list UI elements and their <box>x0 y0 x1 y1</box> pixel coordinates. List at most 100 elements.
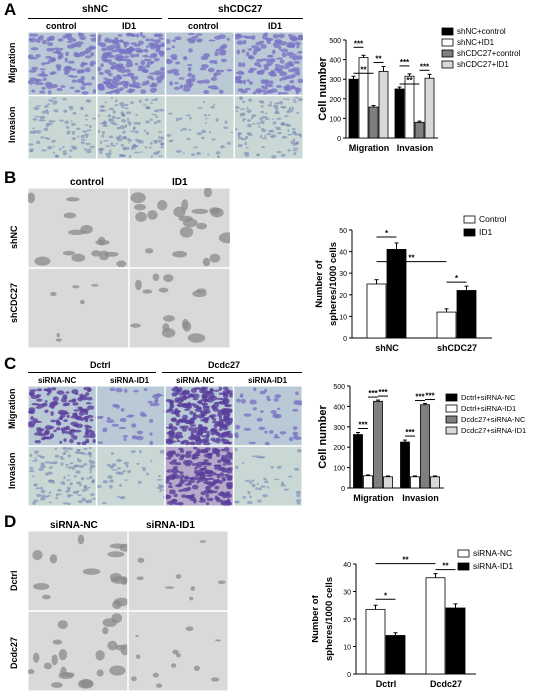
micrograph-cell <box>95 31 167 95</box>
significance-label: *** <box>358 421 368 430</box>
significance-label: ** <box>406 76 413 85</box>
significance-label: *** <box>420 62 430 71</box>
micrograph-grid-c <box>27 386 304 506</box>
micrograph-cell <box>164 32 234 95</box>
column-label: siRNA-NC <box>50 520 98 531</box>
micrograph-grid-a <box>27 31 305 159</box>
y-tick-label: 50 <box>339 228 347 235</box>
y-tick-label: 30 <box>339 271 347 278</box>
chart-a: Cell number 0 100 200 300 400 500 Migration Inva… <box>317 27 521 153</box>
y-axis-label: Number of <box>312 594 321 642</box>
legend-swatch <box>441 60 454 69</box>
x-tick-label: shCDC27 <box>437 343 477 353</box>
group-label-dcdc27: Dcdc27 <box>208 360 241 370</box>
micrograph-cell <box>166 96 234 159</box>
bar <box>425 577 446 675</box>
bar <box>348 78 359 139</box>
micrograph-cell <box>128 531 228 611</box>
y-tick-label: 400 <box>333 404 345 411</box>
significance-label: ** <box>402 556 409 565</box>
legend-label: Dcdc27+siRNA-NC <box>461 415 526 424</box>
legend-label: siRNA-NC <box>473 548 512 558</box>
row-label: shNC <box>9 225 19 249</box>
significance-label: *** <box>378 388 388 397</box>
bar <box>424 77 435 139</box>
legend-swatch <box>457 549 470 558</box>
legend-label: Control <box>479 214 507 224</box>
group-underline <box>28 18 162 19</box>
micrograph-cell <box>232 32 305 95</box>
y-tick-label: 100 <box>329 116 341 123</box>
panel-letter-a: A <box>4 0 17 19</box>
bar <box>394 88 405 139</box>
column-label: control <box>70 177 104 188</box>
y-tick-label: 40 <box>343 562 351 569</box>
y-tick-label: 20 <box>343 617 351 624</box>
bar <box>378 70 389 139</box>
bar <box>383 476 393 489</box>
group-label-shcdc27: shCDC27 <box>218 4 263 15</box>
bar <box>400 441 410 489</box>
legend-label: shCDC27+control <box>457 49 521 58</box>
micrograph-cell <box>234 446 302 506</box>
row-label: Dctrl <box>9 570 19 591</box>
significance-label: * <box>455 274 459 283</box>
significance-label: *** <box>415 393 425 402</box>
y-axis-label: spheres/1000 cells <box>328 242 339 326</box>
panel-letter-d: D <box>4 512 17 531</box>
micrograph-cell <box>95 446 166 506</box>
column-label: ID1 <box>122 21 137 31</box>
bar <box>430 476 440 489</box>
column-label: siRNA-NC <box>176 376 215 385</box>
bar <box>420 404 430 489</box>
row-label: Invasion <box>7 106 17 143</box>
micrograph-cell <box>97 96 165 159</box>
y-tick-label: 0 <box>341 486 345 493</box>
legend-swatch <box>457 562 470 571</box>
bar <box>436 311 457 339</box>
legend-swatch <box>441 27 454 36</box>
x-tick-label: Migration <box>353 493 394 503</box>
panel-letter-b: B <box>4 168 17 187</box>
micrograph-cell <box>234 96 304 159</box>
x-tick-label: Dctrl <box>376 679 397 689</box>
bar <box>386 249 407 339</box>
panel-letter-c: C <box>4 354 17 373</box>
micrograph-cell <box>28 531 133 611</box>
significance-label: *** <box>405 428 415 437</box>
column-label: ID1 <box>268 21 283 31</box>
y-axis-label: spheres/1000 cells <box>324 577 335 661</box>
group-underline <box>162 372 302 373</box>
y-tick-label: 0 <box>343 336 347 343</box>
micrograph-cell <box>27 386 97 446</box>
micrograph-cell <box>163 386 235 446</box>
y-tick-label: 200 <box>329 97 341 104</box>
y-tick-label: 30 <box>343 590 351 597</box>
significance-label: ** <box>408 254 415 263</box>
column-label: siRNA-ID1 <box>146 520 195 531</box>
y-tick-label: 0 <box>347 672 351 679</box>
significance-label: ** <box>375 54 382 63</box>
y-tick-label: 200 <box>333 445 345 452</box>
legend-label: shNC+control <box>457 27 506 36</box>
legend-swatch <box>445 415 458 424</box>
chart-b: Number of spheres/1000 cells 0 10 20 30 40 50 sh… <box>314 214 507 353</box>
column-label: control <box>188 21 219 31</box>
legend-label: siRNA-ID1 <box>473 561 513 571</box>
legend-swatch <box>463 228 476 237</box>
chart-d: Number of spheres/1000 cells 0 10 20 30 40 Dctr… <box>312 548 513 689</box>
chart-c: Cell number 0 100 200 300 400 500 Migration Inva… <box>317 384 526 503</box>
legend-label: Dctrl+siRNA-ID1 <box>461 404 516 413</box>
micrograph-cell <box>27 611 130 691</box>
y-tick-label: 20 <box>339 293 347 300</box>
significance-label: *** <box>400 58 410 67</box>
y-tick-label: 40 <box>339 250 347 257</box>
row-label: Dcdc27 <box>9 636 19 669</box>
significance-label: ** <box>442 562 449 571</box>
significance-label: *** <box>368 389 378 398</box>
bar <box>365 608 386 675</box>
micrograph-cell <box>26 188 129 268</box>
micrograph-cell <box>129 187 237 268</box>
y-tick-label: 500 <box>333 384 345 391</box>
column-label: control <box>46 21 77 31</box>
